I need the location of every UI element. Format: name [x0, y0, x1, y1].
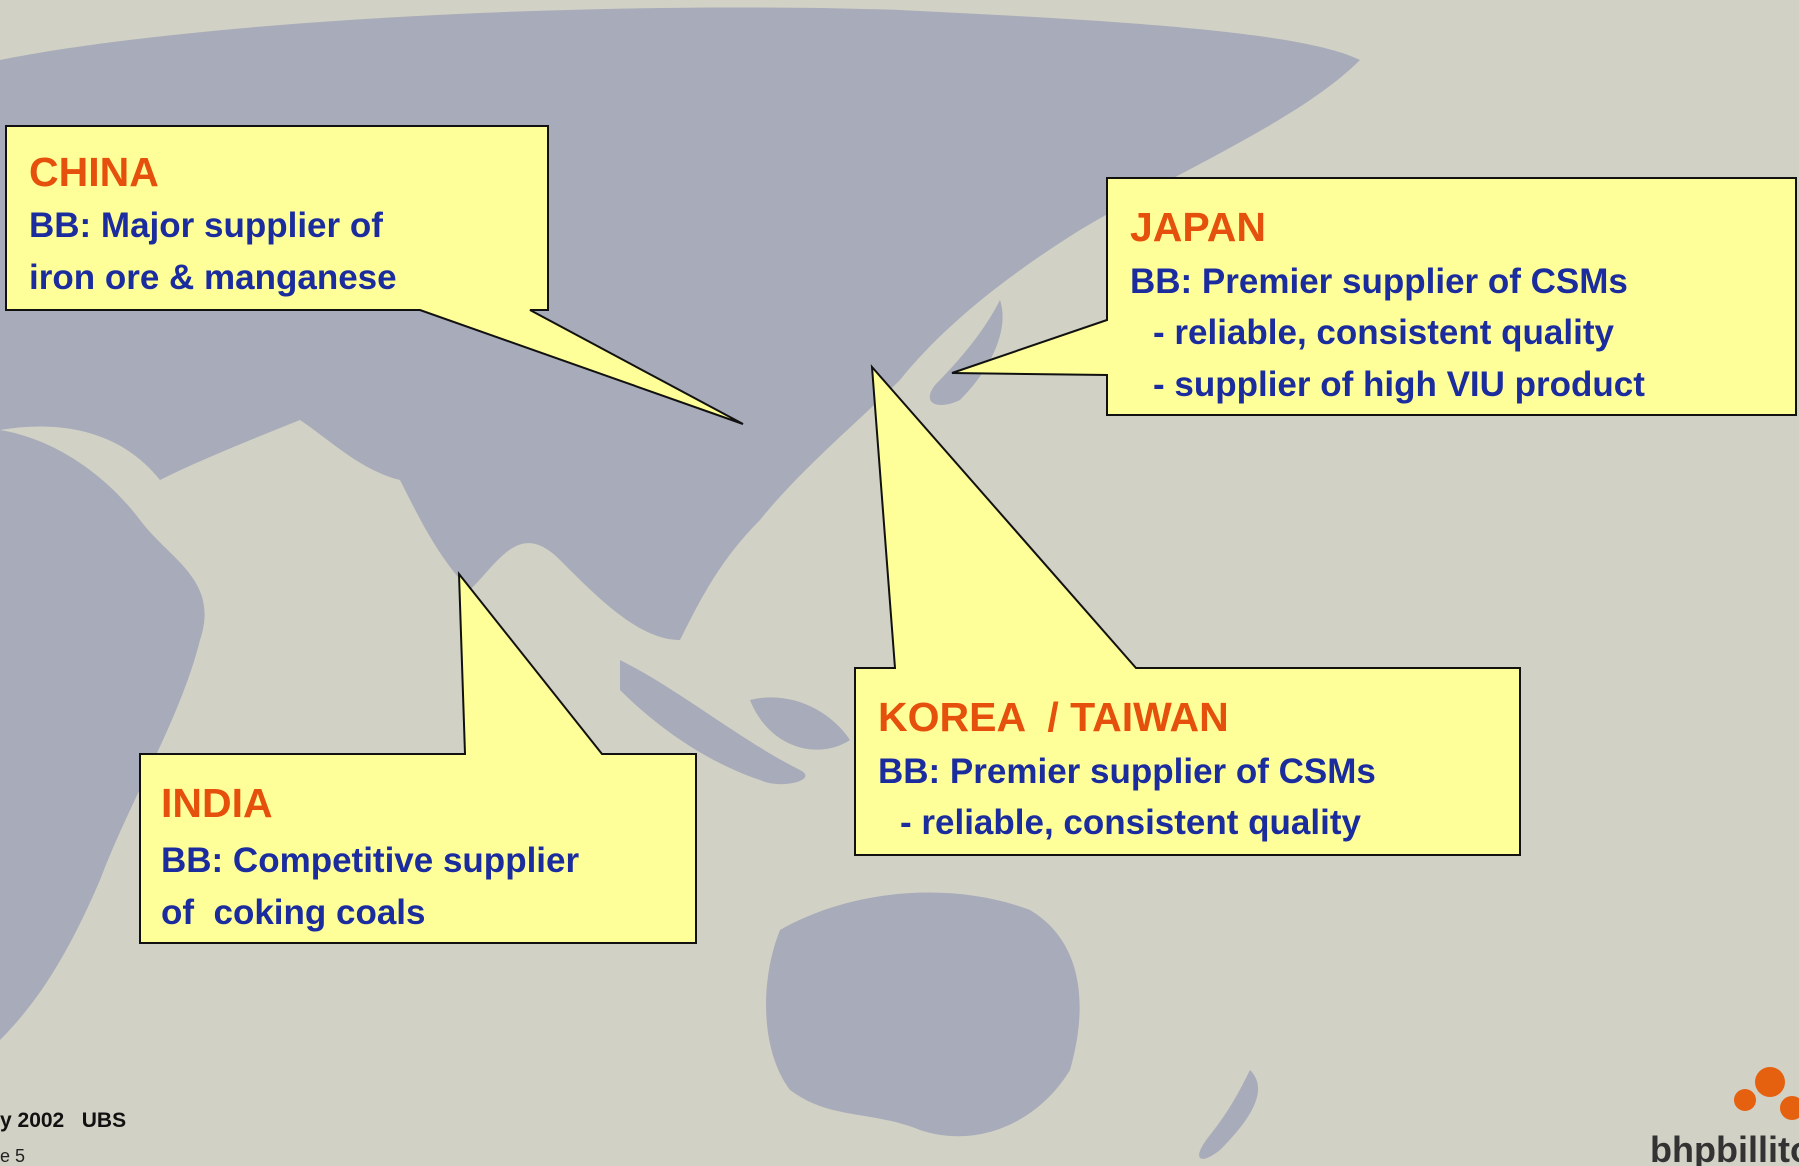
callout-line: - reliable, consistent quality — [1153, 313, 1614, 352]
africa — [0, 430, 205, 1040]
logo-dot — [1780, 1096, 1799, 1120]
logo-dot — [1755, 1067, 1785, 1097]
callout-line: BB: Competitive supplier — [161, 841, 579, 880]
callout-title: CHINA — [29, 149, 159, 195]
callout-line: BB: Premier supplier of CSMs — [1130, 262, 1628, 301]
callout-title: INDIA — [161, 780, 273, 826]
footer-page: e 5 — [0, 1146, 25, 1166]
japan-callout — [951, 177, 1797, 416]
australia — [766, 892, 1080, 1137]
china-callout — [5, 125, 744, 425]
callout-line: - reliable, consistent quality — [900, 803, 1361, 842]
logo-text: bhpbillito — [1650, 1129, 1799, 1166]
indonesia — [620, 660, 850, 785]
logo-dot — [1734, 1089, 1756, 1111]
footer-event: y 2002 UBS — [0, 1109, 126, 1132]
japan — [929, 300, 1003, 405]
korea-taiwan-callout — [854, 364, 1521, 856]
new-zealand — [1199, 1070, 1259, 1159]
callout-title: KOREA / TAIWAN — [878, 694, 1229, 740]
logo-mark — [1734, 1067, 1799, 1120]
callout-title: JAPAN — [1130, 204, 1266, 250]
callout-line: BB: Premier supplier of CSMs — [878, 752, 1376, 791]
callout-line: of coking coals — [161, 893, 426, 932]
callout-line: BB: Major supplier of — [29, 206, 383, 245]
callout-line: iron ore & manganese — [29, 258, 397, 297]
callout-line: - supplier of high VIU product — [1153, 365, 1645, 404]
india-callout — [139, 571, 697, 944]
